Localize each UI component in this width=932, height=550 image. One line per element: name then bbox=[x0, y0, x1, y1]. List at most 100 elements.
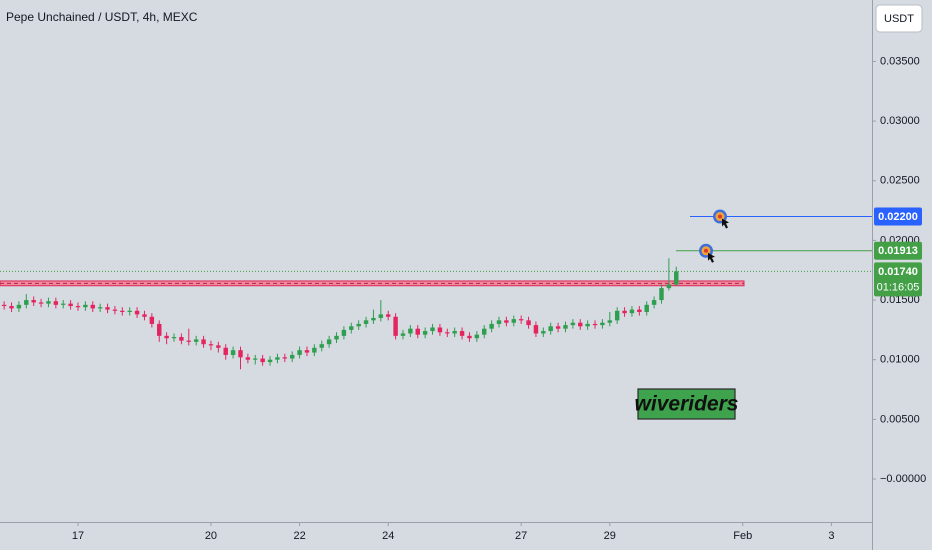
target-icon bbox=[704, 248, 708, 253]
candle-body bbox=[393, 316, 398, 336]
countdown-label: 01:16:05 bbox=[877, 281, 920, 293]
price-label-box bbox=[874, 207, 922, 226]
candle-body bbox=[186, 340, 192, 342]
candle-body bbox=[312, 347, 317, 353]
candle-body bbox=[459, 331, 465, 336]
candle-body bbox=[127, 310, 132, 312]
candle-body bbox=[38, 302, 44, 304]
candle-body bbox=[445, 332, 450, 334]
candle-body bbox=[504, 320, 509, 323]
price-label: 0.01913 bbox=[878, 245, 918, 257]
candle-body bbox=[349, 326, 354, 330]
candle-body bbox=[149, 316, 155, 324]
candle-body bbox=[474, 334, 480, 339]
candle-body bbox=[16, 304, 22, 309]
candle-body bbox=[267, 359, 273, 363]
x-tick-label: 29 bbox=[604, 530, 616, 542]
candle-body bbox=[90, 304, 95, 309]
candle-body bbox=[24, 300, 29, 305]
candle-body bbox=[334, 335, 339, 340]
candle-body bbox=[592, 323, 598, 326]
y-tick-label: 0.03000 bbox=[880, 115, 920, 127]
candle-body bbox=[275, 357, 280, 360]
candle-body bbox=[326, 339, 332, 345]
x-tick-label: 24 bbox=[382, 530, 394, 542]
candle-body bbox=[216, 345, 221, 348]
candle-body bbox=[9, 306, 14, 309]
candle-body bbox=[1, 304, 7, 307]
candle-body bbox=[105, 307, 110, 310]
candle-body bbox=[61, 303, 66, 305]
candle-body bbox=[541, 331, 546, 334]
candle-body bbox=[430, 327, 435, 332]
candle-body bbox=[578, 322, 583, 327]
candle-body bbox=[555, 326, 561, 329]
x-tick-label: 20 bbox=[205, 530, 217, 542]
candle-body bbox=[83, 304, 88, 308]
candle-body bbox=[245, 357, 251, 360]
chart-title: Pepe Unchained / USDT, 4h, MEXC bbox=[6, 10, 198, 24]
candle-body bbox=[319, 344, 324, 348]
currency-button[interactable] bbox=[875, 4, 923, 33]
last-price-box bbox=[874, 262, 922, 297]
candle-body bbox=[607, 320, 613, 323]
candle-body bbox=[452, 331, 457, 334]
candle-body bbox=[622, 310, 627, 314]
candle-body bbox=[467, 335, 472, 339]
candle-body bbox=[134, 310, 140, 315]
candle-body bbox=[482, 328, 487, 335]
candle-body bbox=[422, 331, 428, 335]
candle-body bbox=[570, 322, 576, 326]
candle-body bbox=[644, 304, 649, 312]
y-tick-label: −0.00000 bbox=[880, 473, 926, 485]
candle-body bbox=[371, 317, 376, 321]
candle-body bbox=[97, 307, 103, 309]
candle-body bbox=[341, 329, 347, 336]
candle-body bbox=[201, 339, 206, 345]
candle-body bbox=[563, 325, 568, 329]
candle-body bbox=[46, 301, 51, 304]
target-cursor bbox=[722, 218, 729, 229]
candle-body bbox=[142, 314, 147, 317]
candle-body bbox=[164, 335, 169, 339]
candle-body bbox=[179, 337, 184, 341]
candle-body bbox=[666, 284, 672, 289]
candle-body bbox=[637, 309, 642, 312]
candle-body bbox=[363, 320, 369, 324]
candle-body bbox=[511, 319, 516, 323]
candle-body bbox=[548, 326, 553, 332]
candle-body bbox=[297, 350, 302, 355]
candle-body bbox=[496, 320, 502, 324]
candle-body bbox=[651, 300, 657, 305]
candle-body bbox=[437, 327, 443, 333]
candle-body bbox=[289, 354, 295, 359]
candle-body bbox=[659, 288, 664, 301]
candle-body bbox=[518, 319, 524, 321]
candle-body bbox=[193, 339, 199, 342]
y-tick-label: 0.01000 bbox=[880, 354, 920, 366]
candle-body bbox=[614, 310, 620, 321]
candle-body bbox=[68, 303, 73, 307]
x-tick-label: 17 bbox=[72, 530, 84, 542]
candle-body bbox=[585, 323, 590, 327]
y-tick-label: 0.02500 bbox=[880, 175, 920, 187]
plot bbox=[0, 258, 872, 370]
candle-body bbox=[230, 350, 236, 355]
x-tick-label: 27 bbox=[515, 530, 527, 542]
candle-body bbox=[253, 358, 258, 360]
candle-body bbox=[260, 358, 265, 363]
candle-body bbox=[415, 328, 420, 335]
x-tick-label: 22 bbox=[293, 530, 305, 542]
x-tick-label: Feb bbox=[733, 530, 752, 542]
watermark-box bbox=[637, 388, 736, 420]
watermark: wiveriders bbox=[635, 393, 739, 416]
currency-button-label[interactable]: USDT bbox=[884, 13, 914, 25]
candle-body bbox=[223, 347, 228, 355]
candle-body bbox=[75, 306, 81, 308]
candle-body bbox=[112, 309, 118, 311]
price-label: 0.02200 bbox=[878, 211, 918, 223]
candle-body bbox=[600, 322, 605, 326]
target-icon bbox=[718, 214, 722, 219]
